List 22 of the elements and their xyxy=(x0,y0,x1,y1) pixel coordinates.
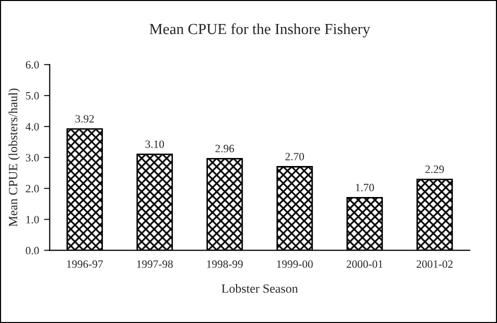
y-tick-label: 4.0 xyxy=(26,122,39,131)
y-tick-label: 2.0 xyxy=(26,184,39,192)
data-label: 1.70 xyxy=(356,184,374,192)
x-tick-label: 1997-98 xyxy=(137,260,173,268)
x-axis-title: Lobster Season xyxy=(222,284,298,293)
data-label: 2.96 xyxy=(215,144,234,152)
y-tick-label: 3.0 xyxy=(26,154,39,162)
x-tick-label: 1999-00 xyxy=(277,260,313,268)
y-tick-label: 1.0 xyxy=(26,216,39,224)
data-label: 3.92 xyxy=(76,115,94,123)
chart-title: Mean CPUE for the Inshore Fishery xyxy=(150,23,370,38)
data-label: 2.70 xyxy=(285,152,304,160)
data-label: 2.29 xyxy=(425,166,444,174)
x-tick-label: 1998-99 xyxy=(207,260,243,268)
y-axis-title: Mean CPUE (lobsters/haul) xyxy=(8,88,20,227)
y-tick-label: 6.0 xyxy=(26,61,39,69)
y-tick-label: 0.0 xyxy=(26,246,39,254)
x-tick-label: 2000-01 xyxy=(346,260,383,268)
data-label: 3.10 xyxy=(146,140,164,148)
x-tick-label: 2001-02 xyxy=(416,260,453,268)
y-tick-label: 5.0 xyxy=(26,92,39,100)
x-tick-label: 1996-97 xyxy=(67,260,103,268)
